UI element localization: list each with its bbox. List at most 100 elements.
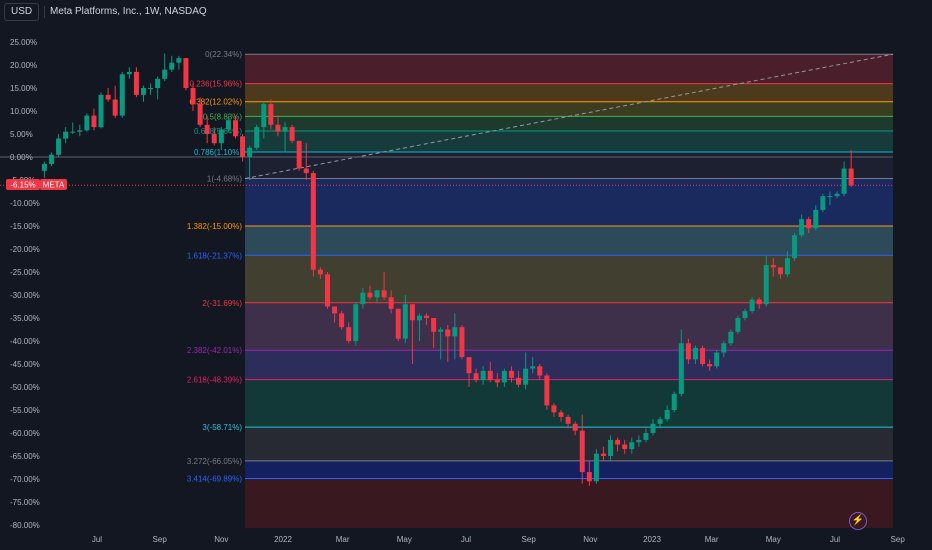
fib-level-label: 1.618(-21.37%)	[187, 251, 242, 260]
fib-level-label: 0.236(15.96%)	[190, 80, 243, 89]
candle-body	[183, 58, 189, 88]
candle-body	[664, 410, 670, 420]
candle-body	[317, 269, 323, 275]
candle-body	[225, 120, 231, 130]
candle	[317, 267, 323, 279]
candle-body	[480, 370, 486, 381]
candle-body	[763, 265, 769, 305]
candle-body	[41, 163, 47, 171]
candle	[254, 124, 260, 151]
candle-body	[119, 74, 125, 116]
candle-body	[629, 442, 635, 450]
candle	[402, 295, 408, 344]
candle	[70, 122, 76, 134]
fib-trend-line[interactable]	[244, 53, 894, 180]
x-tick-label: Jul	[92, 535, 102, 544]
fib-zone	[245, 226, 893, 256]
fib-level-label: 0(22.34%)	[205, 50, 242, 59]
candle	[63, 127, 69, 144]
candle	[508, 366, 514, 383]
y-tick-label: -30.00%	[10, 291, 40, 300]
candle-body	[671, 393, 677, 410]
candle-body	[848, 168, 854, 186]
candle-body	[841, 168, 847, 194]
candle-body	[749, 299, 755, 312]
candle	[480, 366, 486, 385]
candle	[310, 170, 316, 277]
candle-body	[834, 193, 840, 197]
candle	[608, 435, 614, 461]
fib-level-label: 0.618(5.64%)	[194, 127, 242, 136]
candle	[700, 345, 706, 367]
lightning-icon[interactable]: ⚡	[849, 512, 867, 530]
candle	[841, 161, 847, 197]
candle	[565, 414, 571, 429]
candle-body	[650, 423, 656, 433]
x-axis[interactable]: Jul Sep Nov 2022 Mar May Jul Sep Nov 2023 Mar May Ju…	[92, 535, 905, 544]
candle-body	[282, 127, 288, 132]
candle	[523, 352, 529, 390]
currency-selector[interactable]: USD	[4, 3, 40, 21]
candle-body	[622, 444, 628, 450]
candle	[707, 359, 713, 371]
candle	[615, 437, 621, 452]
chart-header: USD Meta Platforms, Inc., 1W, NASDAQ	[0, 0, 932, 24]
fib-level-label: 3(-58.71%)	[202, 423, 242, 432]
candle	[636, 435, 642, 447]
x-tick-label: Sep	[891, 535, 906, 544]
y-axis[interactable]: 25.00%20.00%15.00%10.00%5.00%0.00%-5.00%…	[10, 38, 40, 530]
fib-zone	[245, 54, 893, 84]
candle	[303, 143, 309, 180]
candle	[728, 329, 734, 346]
candle	[84, 113, 90, 132]
x-tick-label: Jul	[461, 535, 471, 544]
candle	[664, 405, 670, 422]
candle-body	[275, 124, 281, 132]
candle	[416, 313, 422, 341]
candle-body	[756, 299, 762, 305]
candle-body	[473, 373, 479, 381]
candle-body	[324, 274, 330, 307]
candle	[721, 341, 727, 358]
candle-body	[84, 115, 90, 131]
candle-body	[827, 196, 833, 198]
grid	[0, 156, 893, 186]
candle-body	[63, 131, 69, 139]
candle-body	[452, 327, 458, 337]
symbol-title: Meta Platforms, Inc., 1W, NASDAQ	[50, 6, 207, 17]
fib-level-label: 3.272(-66.05%)	[187, 457, 242, 466]
candle	[629, 437, 635, 454]
fib-zone	[245, 427, 893, 461]
x-tick-label: May	[766, 535, 781, 544]
candle	[374, 290, 380, 302]
candle	[353, 301, 359, 346]
candle-body	[112, 99, 118, 116]
y-tick-label: -15.00%	[10, 222, 40, 231]
y-tick-label: 15.00%	[10, 84, 37, 93]
candle-body	[381, 290, 387, 298]
fib-zone	[245, 350, 893, 380]
candle-body	[133, 71, 139, 95]
candle-body	[402, 304, 408, 339]
candle	[756, 297, 762, 309]
candle	[332, 306, 338, 323]
fib-zone	[245, 178, 893, 226]
y-tick-label: -55.00%	[10, 406, 40, 415]
candle	[275, 115, 281, 137]
x-tick-label: Mar	[705, 535, 719, 544]
candle	[445, 324, 451, 362]
candle-body	[770, 265, 776, 268]
candle	[261, 101, 267, 139]
x-tick-label: Nov	[583, 535, 597, 544]
candle	[140, 85, 146, 102]
candle	[579, 414, 585, 484]
price-tag-ticker-bg	[40, 179, 67, 190]
candle	[487, 361, 493, 383]
fibonacci-extension[interactable]: 0(22.34%) 0.236(15.96%) 0.382(12.02%) 0.5(8…	[187, 50, 894, 528]
candle-body	[176, 58, 182, 63]
candle-body	[806, 219, 812, 229]
candle-body	[700, 347, 706, 364]
candle	[671, 391, 677, 413]
candle	[112, 85, 118, 118]
